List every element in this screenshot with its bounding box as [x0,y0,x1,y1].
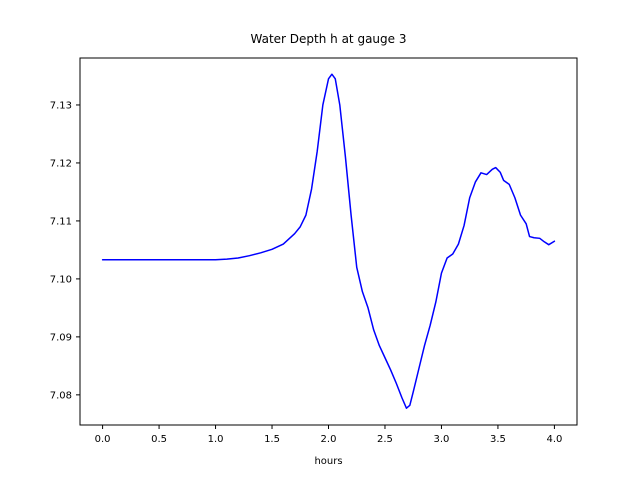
chart-title: Water Depth h at gauge 3 [251,32,407,46]
line-series-water-depth [101,73,556,409]
x-axis-label: hours [314,456,342,467]
y-tick-label: 7.08 [50,390,72,401]
x-tick-label: 0.5 [151,434,167,445]
x-tick-label: 2.0 [321,434,337,445]
y-tick-label: 7.12 [50,158,72,169]
y-tick-label: 7.09 [50,332,72,343]
x-tick-label: 3.0 [434,434,450,445]
x-tick-label: 1.5 [264,434,280,445]
y-tick-label: 7.13 [50,100,72,111]
x-tick-label: 4.0 [546,434,562,445]
y-tick-label: 7.10 [50,274,72,285]
x-tick-label: 1.0 [208,434,224,445]
x-tick-label: 2.5 [377,434,393,445]
x-axis-ticks: 0.0 0.5 1.0 1.5 2.0 2.5 3.0 3.5 4.0 [95,425,562,445]
y-tick-label: 7.11 [50,216,72,227]
plot-area [79,57,578,426]
y-axis-ticks: 7.08 7.09 7.10 7.11 7.12 7.13 [50,100,80,401]
x-tick-label: 0.0 [95,434,111,445]
x-tick-label: 3.5 [490,434,506,445]
